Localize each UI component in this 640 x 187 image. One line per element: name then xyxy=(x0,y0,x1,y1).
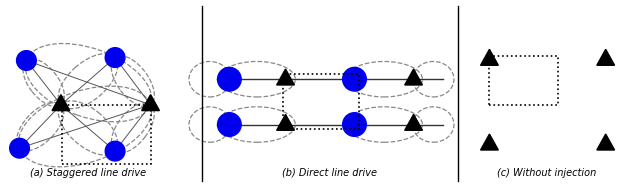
Polygon shape xyxy=(597,134,614,150)
Circle shape xyxy=(342,113,366,136)
Polygon shape xyxy=(404,69,422,85)
Polygon shape xyxy=(52,95,70,111)
Polygon shape xyxy=(141,95,159,111)
Text: (c) Without injection: (c) Without injection xyxy=(497,168,596,178)
Circle shape xyxy=(105,48,125,67)
Polygon shape xyxy=(481,49,499,65)
Circle shape xyxy=(17,51,36,70)
Circle shape xyxy=(10,138,29,158)
Circle shape xyxy=(342,67,366,91)
Bar xyxy=(62,105,150,164)
Text: (b) Direct line drive: (b) Direct line drive xyxy=(282,168,378,178)
Polygon shape xyxy=(481,134,499,150)
Bar xyxy=(283,74,360,129)
Polygon shape xyxy=(276,114,294,130)
Circle shape xyxy=(218,113,241,136)
Circle shape xyxy=(218,67,241,91)
Polygon shape xyxy=(404,114,422,130)
Polygon shape xyxy=(597,49,614,65)
Polygon shape xyxy=(276,69,294,85)
Text: (a) Staggered line drive: (a) Staggered line drive xyxy=(31,168,147,178)
Bar xyxy=(490,56,559,105)
Circle shape xyxy=(105,141,125,161)
